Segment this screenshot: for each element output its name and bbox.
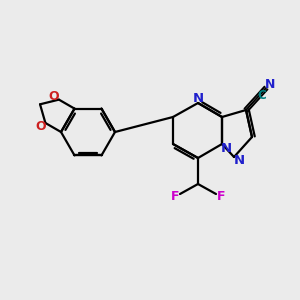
Text: C: C <box>258 89 266 102</box>
Text: N: N <box>220 142 232 155</box>
Text: O: O <box>49 90 59 103</box>
Text: F: F <box>171 190 179 202</box>
Text: N: N <box>192 92 204 104</box>
Text: O: O <box>35 119 46 133</box>
Text: N: N <box>265 79 275 92</box>
Text: N: N <box>233 154 244 166</box>
Text: F: F <box>217 190 225 202</box>
